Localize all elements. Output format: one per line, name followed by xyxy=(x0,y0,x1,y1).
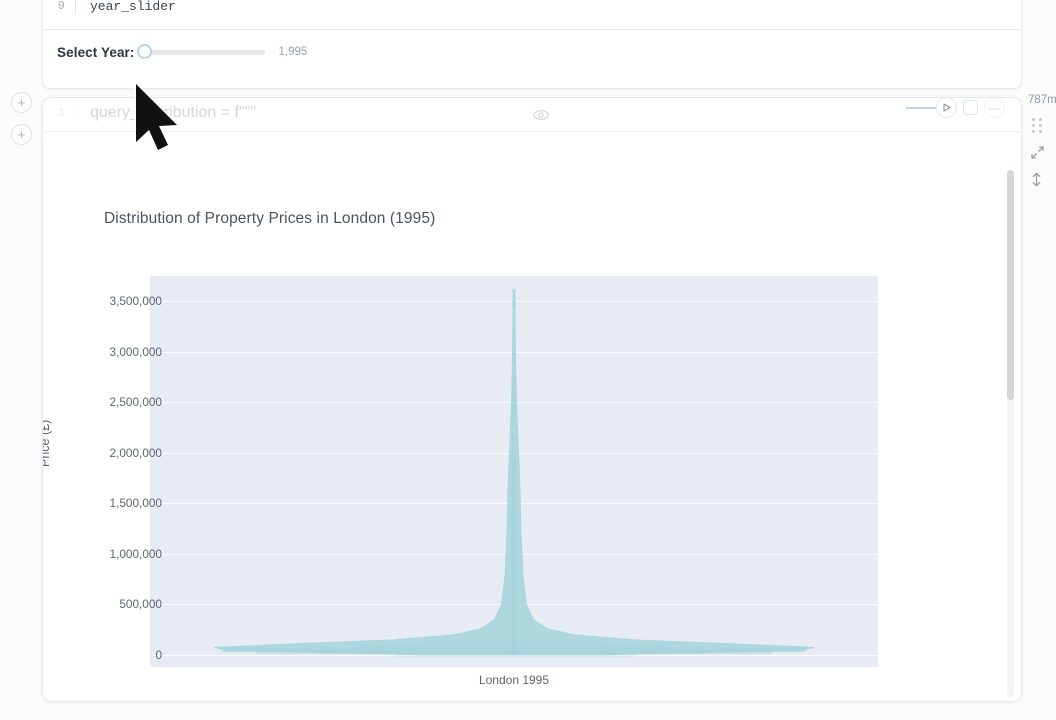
execution-time: 787m xyxy=(1028,94,1056,106)
violin-chart: Distribution of Property Prices in Londo… xyxy=(43,132,1005,700)
code-line: 9 year_slider xyxy=(43,0,1021,17)
output-scrollbar[interactable] xyxy=(1007,170,1014,698)
eye-icon[interactable] xyxy=(532,106,550,124)
outlier-point xyxy=(512,382,516,388)
outlier-point xyxy=(512,404,516,412)
notebook-cell-slider: 8 ) 9 year_slider Select Year: 1,995 xyxy=(42,0,1022,89)
outlier-point xyxy=(512,435,516,441)
y-axis-tick-label: 2,000,000 xyxy=(110,446,162,460)
add-cell-above-button[interactable]: + xyxy=(11,92,32,113)
outlier-point xyxy=(512,457,516,464)
outlier-point xyxy=(512,390,516,397)
outlier-point xyxy=(512,376,516,382)
stop-button[interactable] xyxy=(963,100,978,115)
expand-icon[interactable] xyxy=(1030,145,1045,165)
violin-layer xyxy=(150,276,878,667)
outlier-point xyxy=(512,396,516,401)
outlier-point xyxy=(512,443,516,450)
outlier-point xyxy=(512,359,516,365)
plus-icon: + xyxy=(18,96,26,109)
y-axis-tick-label: 0 xyxy=(155,648,162,662)
outlier-point xyxy=(512,300,516,307)
year-slider-row: Select Year: 1,995 xyxy=(43,30,1021,74)
resize-vertical-icon[interactable] xyxy=(1030,172,1043,192)
right-rail: 787m xyxy=(1024,90,1056,230)
y-axis-tick-label: 1,500,000 xyxy=(110,496,162,510)
add-cell-below-button[interactable]: + xyxy=(11,124,32,145)
outlier-point xyxy=(512,423,516,427)
chart-title: Distribution of Property Prices in Londo… xyxy=(104,210,435,228)
y-axis-label: Price (£) xyxy=(42,420,52,467)
density-smear xyxy=(424,641,604,646)
y-axis-tick-label: 2,500,000 xyxy=(110,395,162,409)
cell-output: Distribution of Property Prices in Londo… xyxy=(43,132,1021,702)
violin-spike xyxy=(511,460,516,655)
line-number: 1 xyxy=(43,106,75,120)
cell-connector-line xyxy=(906,107,938,109)
scrollbar-thumb[interactable] xyxy=(1007,170,1014,400)
code-area-top[interactable]: 8 ) 9 year_slider xyxy=(43,0,1021,25)
notebook-cell-chart: 1 query_distribution = f""" Distribution… xyxy=(42,97,1022,702)
line-number: 9 xyxy=(43,0,75,13)
y-axis-tick-label: 1,000,000 xyxy=(110,547,162,561)
drag-handle-icon[interactable] xyxy=(1032,118,1043,133)
x-axis-tick-label: London 1995 xyxy=(150,673,878,687)
plus-icon: + xyxy=(18,128,26,141)
year-slider[interactable] xyxy=(145,50,265,55)
y-axis-tick-label: 3,000,000 xyxy=(110,345,162,359)
outlier-point xyxy=(512,289,516,292)
app-root: 8 ) 9 year_slider Select Year: 1,995 + + xyxy=(0,0,1056,720)
y-axis-tick-label: 3,500,000 xyxy=(110,294,162,308)
density-smear xyxy=(394,652,634,657)
run-button[interactable] xyxy=(936,97,957,118)
cell-header: 1 query_distribution = f""" xyxy=(43,98,1021,132)
slider-value: 1,995 xyxy=(279,46,308,58)
mouse-cursor xyxy=(132,82,184,161)
cell-run-controls: — xyxy=(936,97,1005,118)
collapse-button[interactable]: — xyxy=(984,97,1005,118)
minus-icon: — xyxy=(989,102,1001,114)
violin-svg xyxy=(150,276,878,667)
outlier-point xyxy=(512,449,516,457)
y-axis-tick-label: 500,000 xyxy=(119,597,162,611)
code-text: year_slider xyxy=(76,0,176,14)
slider-label: Select Year: xyxy=(57,45,135,60)
slider-handle[interactable] xyxy=(137,44,152,59)
